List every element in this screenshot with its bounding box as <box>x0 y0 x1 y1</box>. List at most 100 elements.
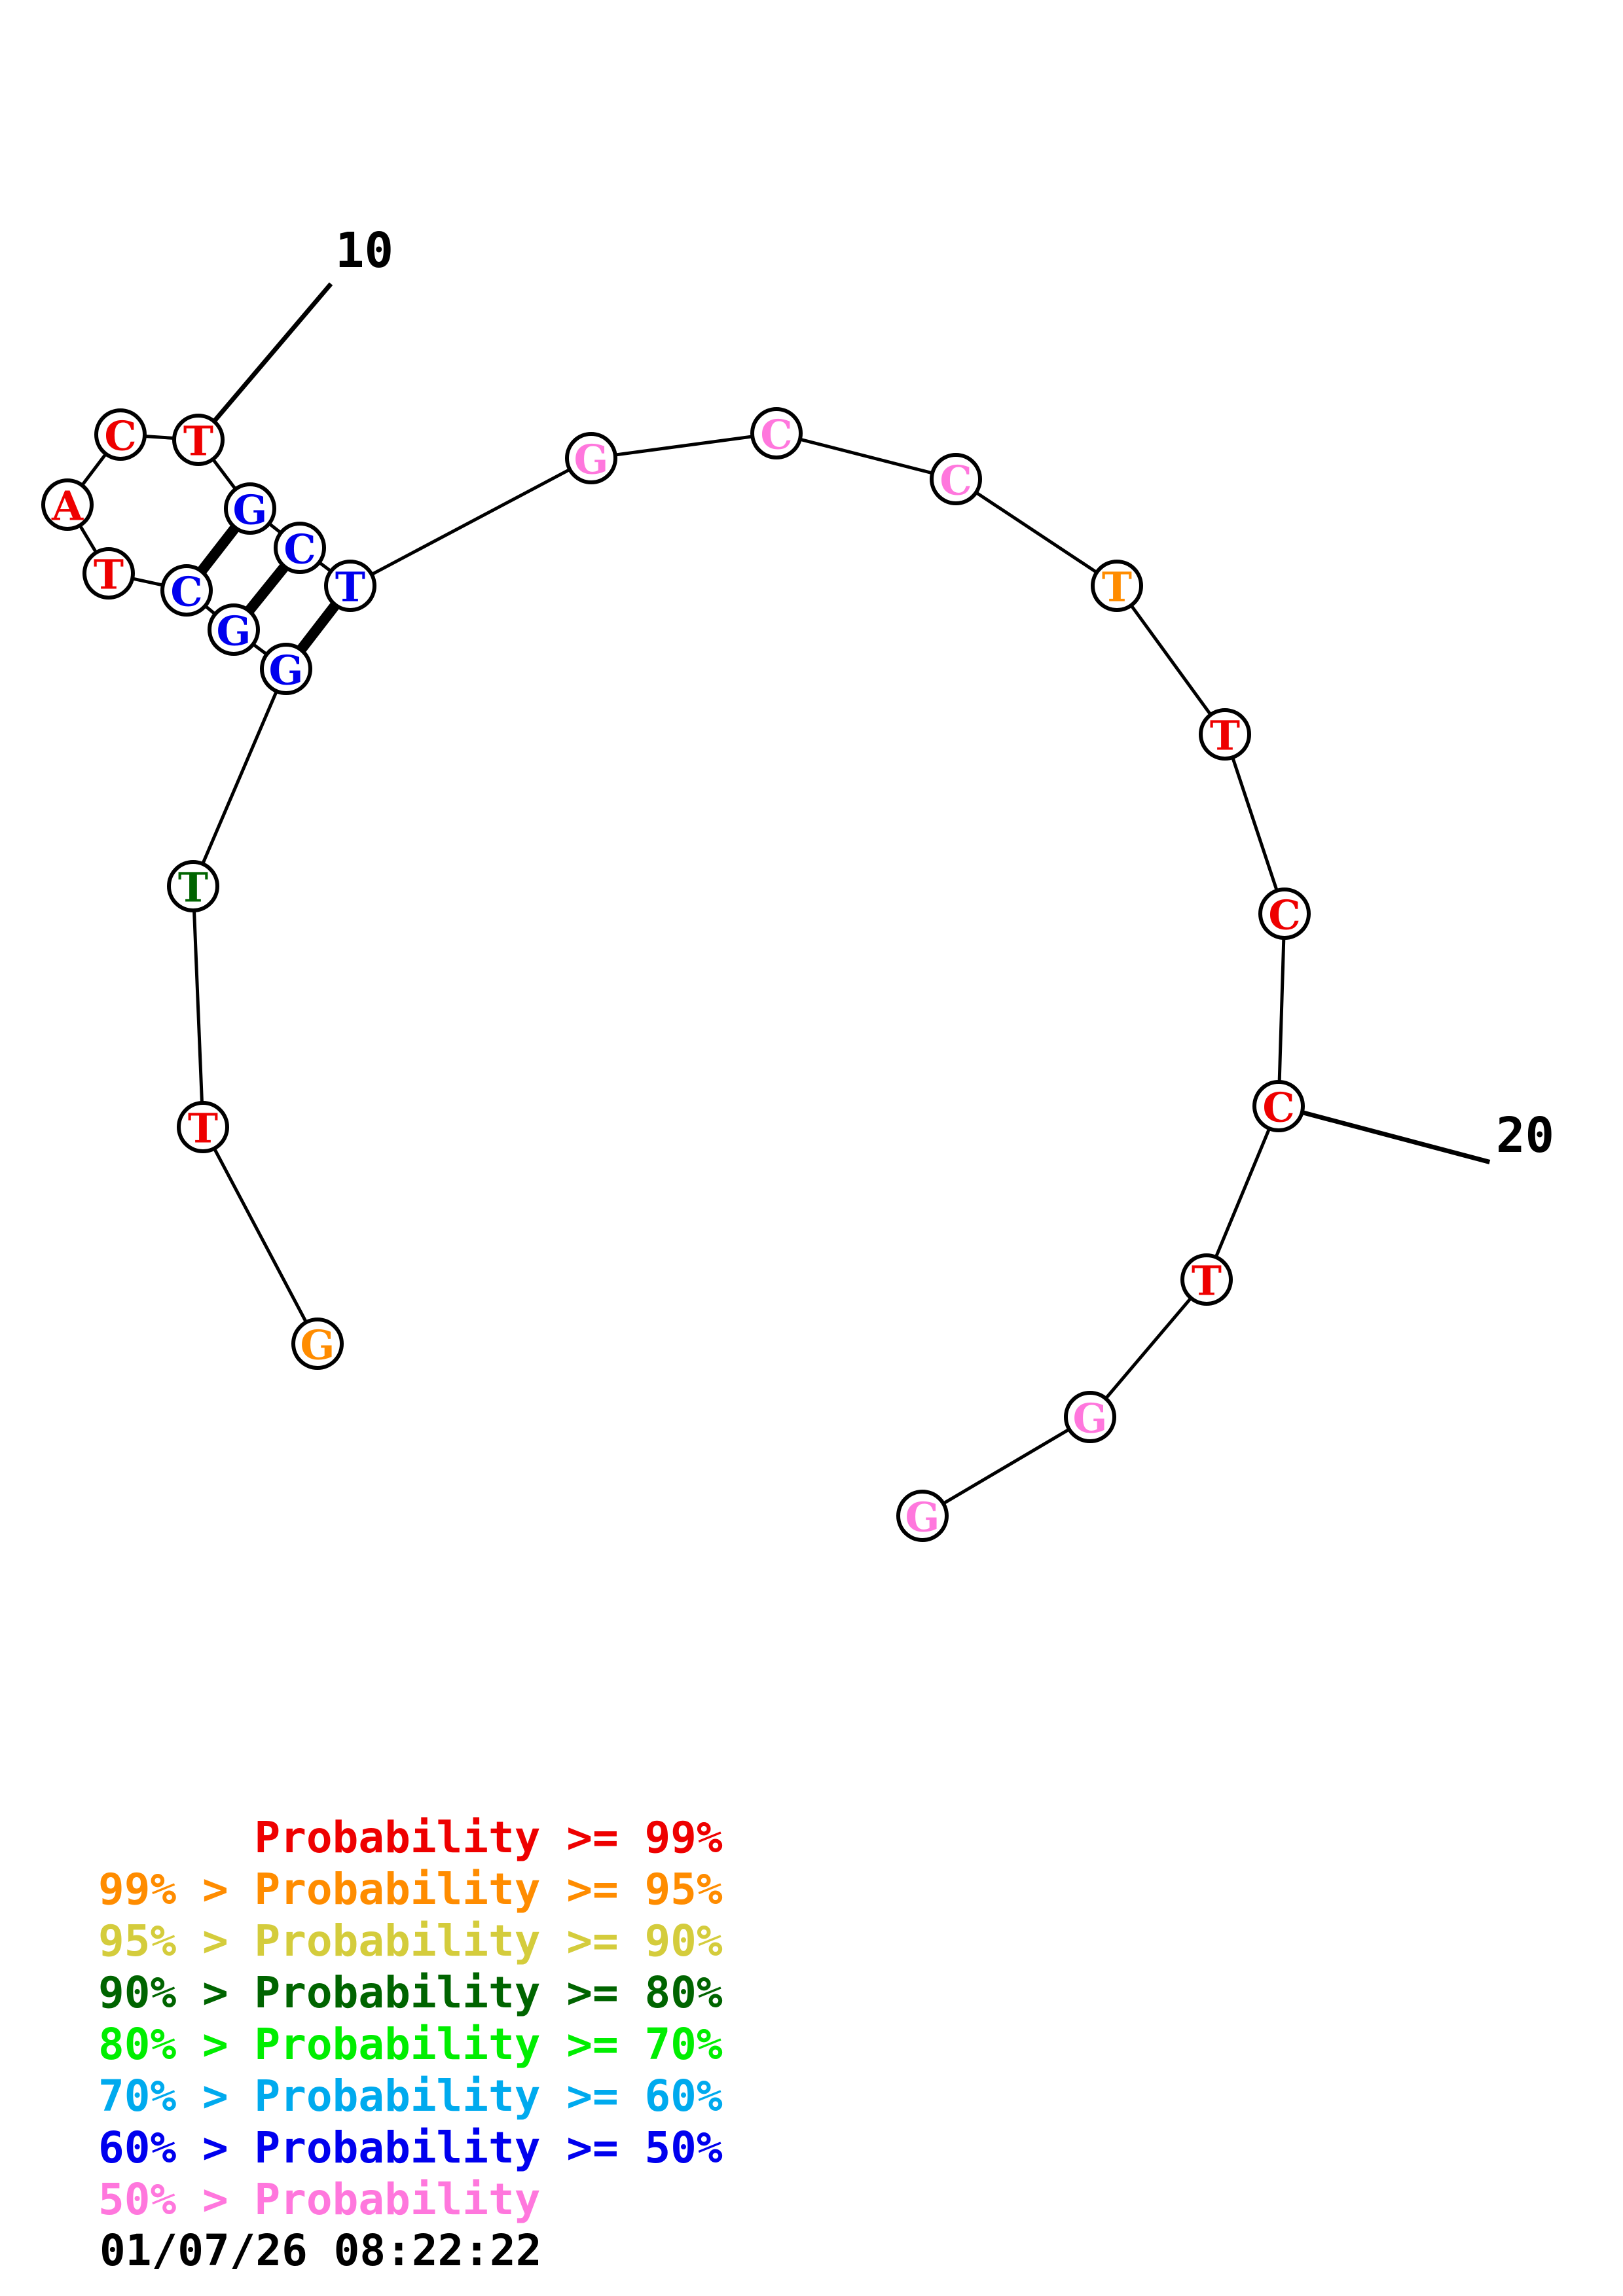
backbone-segment <box>213 1147 308 1323</box>
legend-row-bin-90-95: 95% > Probability >= 90% <box>98 1916 723 1966</box>
nucleotide-letter: G <box>217 607 251 655</box>
nucleotide-9-C[interactable]: C <box>94 408 147 461</box>
nucleotide-23-G[interactable]: G <box>896 1490 949 1542</box>
nucleotide-circle <box>750 407 803 459</box>
position-label-group: 10 20 <box>335 223 1554 1164</box>
nucleotide-circle <box>1091 560 1143 612</box>
nucleotide-circle <box>1064 1391 1116 1443</box>
nucleotide-letter: C <box>760 411 792 459</box>
nucleotide-circle <box>274 522 326 574</box>
legend-row-bin-50-60: 60% > Probability >= 50% <box>98 2123 723 2173</box>
nucleotide-letter: G <box>905 1494 940 1541</box>
backbone-segment <box>318 561 332 573</box>
nucleotide-19-C[interactable]: C <box>1258 888 1311 940</box>
nucleotide-letter: T <box>188 1105 218 1153</box>
nucleotide-letter: T <box>1192 1257 1222 1305</box>
nucleotide-21-T[interactable]: T <box>1180 1253 1233 1306</box>
nucleotide-circle <box>1199 708 1251 761</box>
backbone-segment <box>78 524 98 554</box>
timestamp-label: 01/07/26 08:22:22 <box>100 2225 542 2276</box>
nucleotide-letter: T <box>178 864 208 912</box>
nucleotide-6-C[interactable]: C <box>160 564 213 617</box>
nucleotide-letter: T <box>1102 564 1132 611</box>
backbone-segment <box>799 437 933 475</box>
backbone-segment <box>201 691 278 865</box>
position-label-20: 20 <box>1496 1107 1554 1164</box>
nucleotide-letter: C <box>283 526 316 573</box>
backbone-segment <box>192 910 204 1103</box>
nucleotide-circle <box>896 1490 949 1542</box>
backbone-segment <box>1214 1128 1271 1258</box>
nucleotide-letter: G <box>301 1321 335 1369</box>
nucleotide-circle <box>160 564 213 617</box>
nucleotide-letter: T <box>183 418 213 465</box>
backbone-segment <box>1277 937 1286 1083</box>
nucleotide-15-C[interactable]: C <box>750 407 803 459</box>
nucleotide-2-T[interactable]: T <box>177 1101 229 1153</box>
nucleotide-circle <box>1252 1080 1305 1132</box>
nucleotide-letter: G <box>233 486 268 534</box>
nucleotide-letter: G <box>1073 1395 1108 1443</box>
probability-legend: Probability >= 99% 99% > Probability >= 9… <box>98 1812 884 2225</box>
nucleotide-letter: C <box>939 457 972 505</box>
position-leader-line <box>212 282 333 423</box>
legend-row-bin-lt-50: 50% > Probability <box>98 2174 541 2225</box>
backbone-group <box>78 434 1286 1505</box>
backbone-segment <box>81 452 107 487</box>
nucleotide-circle <box>94 408 147 461</box>
nucleotide-circle <box>324 560 376 612</box>
nucleotide-circle <box>224 482 276 535</box>
nucleotide-letter: C <box>1268 891 1300 939</box>
nucleotide-letter: T <box>94 551 124 599</box>
backbone-segment <box>615 435 753 457</box>
nucleotide-circle <box>1180 1253 1233 1306</box>
backbone-segment <box>1231 757 1279 891</box>
backbone-segment <box>132 577 164 587</box>
nucleotide-circle <box>930 453 982 505</box>
nucleotide-circle <box>172 414 225 466</box>
nucleotide-letter: C <box>170 568 202 616</box>
nucleotide-8-A[interactable]: A <box>41 478 94 531</box>
backbone-segment <box>1129 604 1213 716</box>
legend-row-bin-60-70: 70% > Probability >= 60% <box>98 2071 723 2121</box>
nucleotide-22-G[interactable]: G <box>1064 1391 1116 1443</box>
nucleotide-20-C[interactable]: C <box>1252 1080 1305 1132</box>
nucleotide-letter: T <box>1210 712 1240 760</box>
nucleotide-14-G[interactable]: G <box>565 432 617 484</box>
nucleotide-12-C[interactable]: C <box>274 522 326 574</box>
nucleotide-16-C[interactable]: C <box>930 453 982 505</box>
nucleotide-18-T[interactable]: T <box>1199 708 1251 761</box>
nucleotide-letter: A <box>51 482 84 530</box>
nucleotide-11-G[interactable]: G <box>224 482 276 535</box>
nucleotide-10-T[interactable]: T <box>172 414 225 466</box>
base-pair-bond <box>297 601 340 653</box>
nucleotide-circle <box>291 1318 344 1370</box>
backbone-segment <box>1104 1297 1192 1400</box>
backbone-segment <box>371 468 571 576</box>
position-label-10: 10 <box>335 223 393 279</box>
nucleotide-letter: G <box>269 647 304 694</box>
nucleotide-letter: T <box>335 564 365 611</box>
nucleotide-4-G[interactable]: G <box>260 643 312 695</box>
backbone-segment <box>204 604 217 616</box>
backbone-segment <box>942 1427 1070 1505</box>
position-leader-group <box>212 282 1491 1164</box>
nucleotide-13-T[interactable]: T <box>324 560 376 612</box>
nucleotide-7-T[interactable]: T <box>82 547 135 600</box>
backbone-segment <box>975 491 1098 574</box>
nucleotide-1-G[interactable]: G <box>291 1318 344 1370</box>
nucleotide-5-G[interactable]: G <box>208 603 260 656</box>
nucleotide-17-T[interactable]: T <box>1091 560 1143 612</box>
legend-row-bin-70-80: 80% > Probability >= 70% <box>98 2019 723 2070</box>
legend-row-bin-95-99: 99% > Probability >= 95% <box>98 1864 723 1914</box>
nucleotide-circle <box>260 643 312 695</box>
nucleotide-3-T[interactable]: T <box>167 860 219 912</box>
legend-row-bin-80-90: 90% > Probability >= 80% <box>98 1967 723 2018</box>
backbone-segment <box>211 458 237 490</box>
nucleotide-circle <box>41 478 94 531</box>
backbone-segment <box>268 522 282 535</box>
nucleotide-letter: C <box>1262 1084 1294 1132</box>
